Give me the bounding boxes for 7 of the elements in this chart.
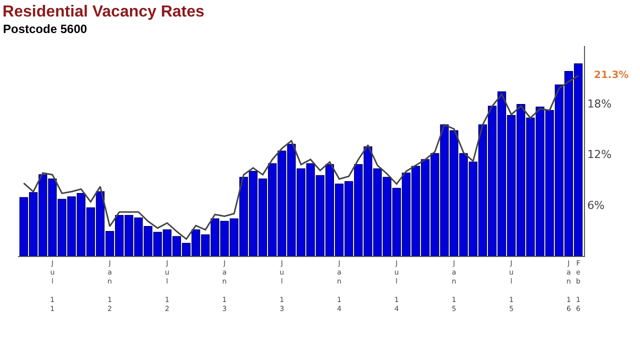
y-tick-label: 6% (587, 199, 605, 212)
chart-title: Residential Vacancy Rates (2, 3, 205, 20)
y-tick-label: 12% (587, 148, 612, 162)
line-series (22, 74, 580, 240)
annotation: 21.3% (594, 70, 629, 81)
y-tick-label: 18% (587, 97, 612, 110)
chart-subtitle: Postcode 5600 (3, 22, 88, 36)
